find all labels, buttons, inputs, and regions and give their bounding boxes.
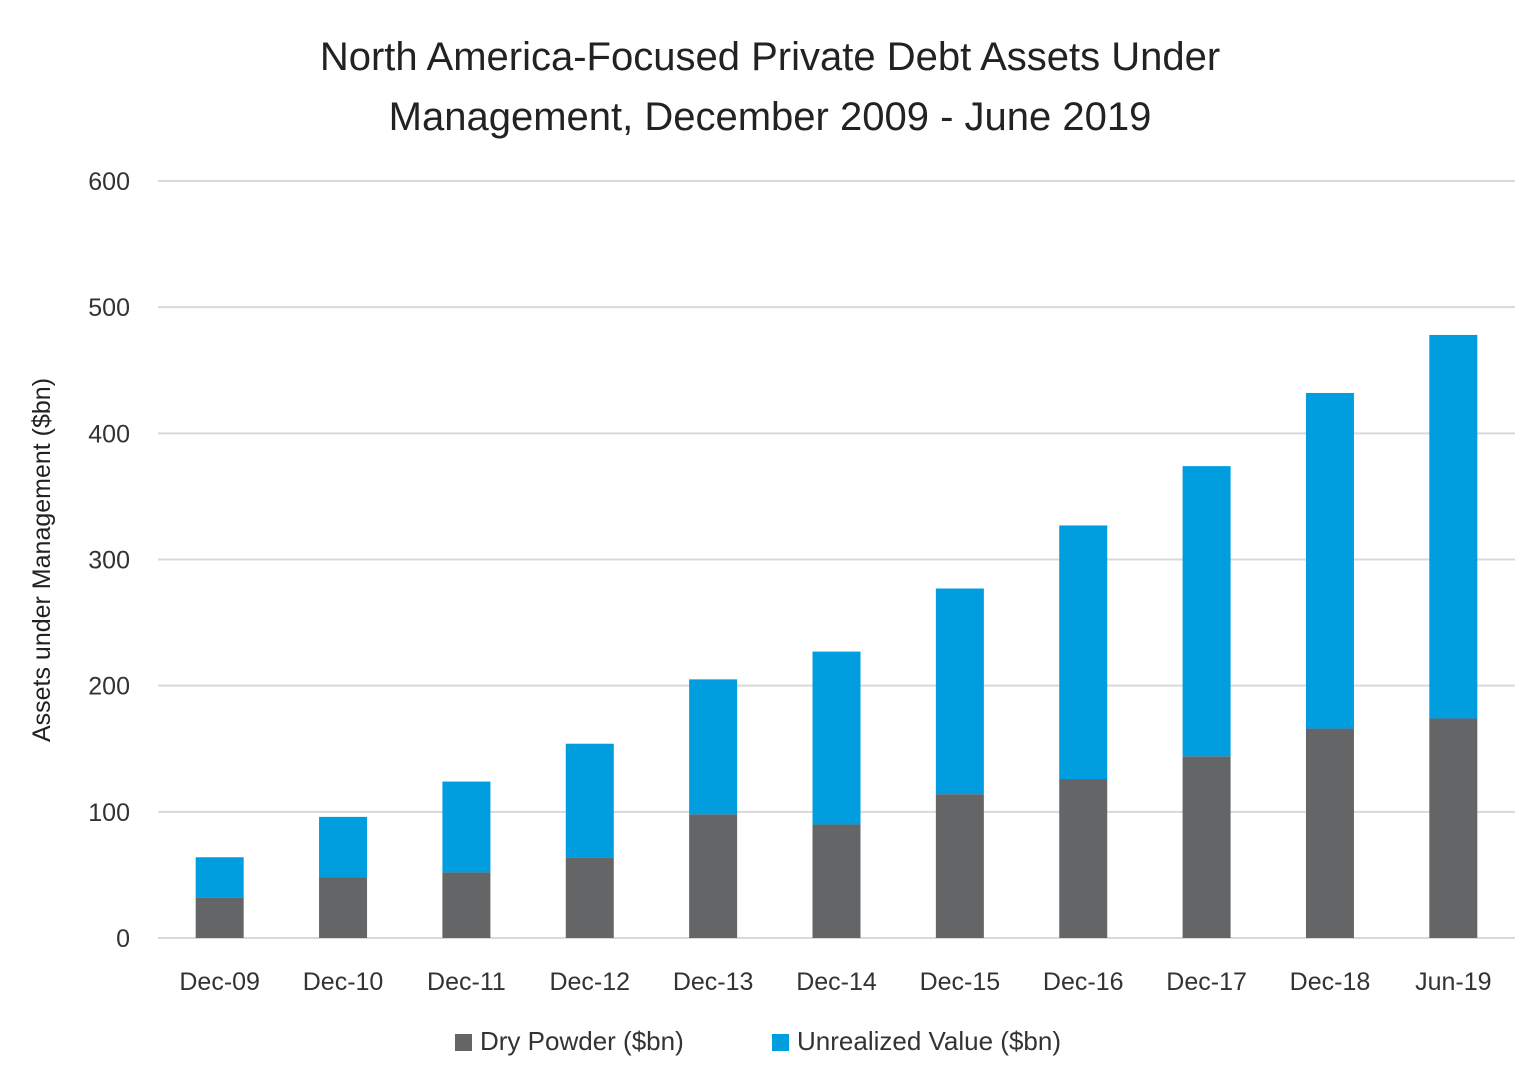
x-tick-label-Dec-09: Dec-09	[179, 968, 260, 996]
bar-Jun-19-series-1	[1429, 718, 1478, 938]
bar-Dec-12-series-1	[565, 857, 614, 938]
bar-Dec-15-series-1	[935, 794, 984, 938]
x-tick-label-Dec-16: Dec-16	[1043, 968, 1124, 996]
legend-label-series-2: Unrealized Value ($bn)	[797, 1026, 1061, 1056]
y-tick-label-100: 100	[88, 799, 130, 827]
chart-title-line-1: North America-Focused Private Debt Asset…	[320, 35, 1220, 79]
bar-Dec-11-series-2	[442, 781, 491, 873]
bar-Dec-09-series-2	[195, 857, 244, 898]
y-axis-ticks: 0 100 200 300 400 500 600	[88, 168, 130, 953]
y-tick-label-0: 0	[116, 925, 130, 953]
x-tick-label-Dec-10: Dec-10	[303, 968, 384, 996]
bar-Dec-17-series-2	[1182, 466, 1231, 757]
bar-Dec-15-series-2	[935, 588, 984, 795]
bar-Dec-10-series-2	[319, 816, 368, 878]
x-tick-label-Dec-13: Dec-13	[673, 968, 754, 996]
x-axis-ticks: Dec-09 Dec-10 Dec-11 Dec-12 Dec-13 Dec-14 Dec-…	[179, 968, 1491, 996]
y-tick-label-500: 500	[88, 294, 130, 322]
bar-Dec-11-series-1	[442, 872, 491, 938]
legend-swatch-series-1	[455, 1034, 472, 1051]
x-tick-label-Dec-12: Dec-12	[549, 968, 630, 996]
legend-swatch-series-2	[772, 1034, 789, 1051]
x-tick-label-Dec-18: Dec-18	[1290, 968, 1371, 996]
bar-Dec-16-series-2	[1059, 525, 1108, 780]
bars	[195, 334, 1478, 938]
bar-Dec-14-series-2	[812, 651, 861, 825]
chart-title-line-2: Management, December 2009 - June 2019	[389, 95, 1152, 139]
x-tick-label-Dec-17: Dec-17	[1166, 968, 1247, 996]
bar-Dec-12-series-2	[565, 743, 614, 858]
chart-title: North America-Focused Private Debt Asset…	[320, 35, 1220, 139]
y-tick-label-600: 600	[88, 168, 130, 196]
x-tick-label-Dec-15: Dec-15	[920, 968, 1001, 996]
bar-Dec-13-series-2	[689, 679, 738, 815]
y-tick-label-200: 200	[88, 673, 130, 701]
y-axis-label: Assets under Management ($bn)	[28, 378, 56, 742]
bar-Dec-13-series-1	[689, 814, 738, 938]
y-tick-label-300: 300	[88, 547, 130, 575]
y-tick-label-400: 400	[88, 420, 130, 448]
x-tick-label-Jun-19: Jun-19	[1415, 968, 1491, 996]
bar-Dec-10-series-1	[319, 877, 368, 938]
bar-Dec-18-series-1	[1305, 728, 1354, 938]
legend-label-series-1: Dry Powder ($bn)	[480, 1026, 684, 1056]
bar-Dec-14-series-1	[812, 824, 861, 938]
x-tick-label-Dec-14: Dec-14	[796, 968, 877, 996]
bar-Dec-18-series-2	[1305, 392, 1354, 729]
bar-Jun-19-series-2	[1429, 334, 1478, 719]
bar-Dec-16-series-1	[1059, 779, 1108, 938]
bar-Dec-09-series-1	[195, 897, 244, 938]
x-tick-label-Dec-11: Dec-11	[427, 968, 506, 996]
bar-Dec-17-series-1	[1182, 756, 1231, 938]
legend: Dry Powder ($bn) Unrealized Value ($bn)	[455, 1026, 1061, 1056]
